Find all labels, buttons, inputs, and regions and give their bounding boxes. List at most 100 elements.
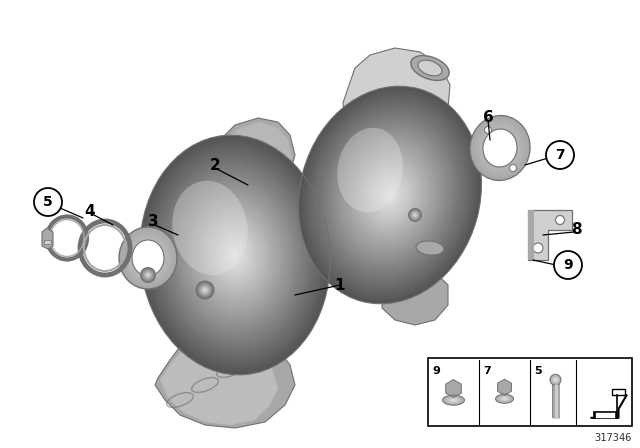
Ellipse shape <box>494 142 506 155</box>
Ellipse shape <box>484 126 492 134</box>
Ellipse shape <box>350 148 429 242</box>
Ellipse shape <box>140 249 157 267</box>
Ellipse shape <box>200 285 211 295</box>
Ellipse shape <box>314 104 466 286</box>
Ellipse shape <box>323 115 457 275</box>
Ellipse shape <box>320 112 460 278</box>
Ellipse shape <box>335 130 445 260</box>
Text: 2: 2 <box>210 158 220 172</box>
Ellipse shape <box>449 398 458 402</box>
Ellipse shape <box>143 138 328 371</box>
Ellipse shape <box>146 273 150 277</box>
Ellipse shape <box>326 119 454 271</box>
Ellipse shape <box>200 211 270 300</box>
Ellipse shape <box>144 271 152 279</box>
Ellipse shape <box>172 181 248 275</box>
Ellipse shape <box>119 227 177 289</box>
Ellipse shape <box>480 126 520 170</box>
Ellipse shape <box>198 283 212 297</box>
Ellipse shape <box>372 173 408 217</box>
Ellipse shape <box>170 173 300 337</box>
Ellipse shape <box>482 129 518 168</box>
Ellipse shape <box>213 228 257 282</box>
Ellipse shape <box>138 247 158 269</box>
Ellipse shape <box>202 287 208 293</box>
Ellipse shape <box>411 56 449 80</box>
Ellipse shape <box>502 398 506 400</box>
Ellipse shape <box>553 377 558 383</box>
Ellipse shape <box>483 129 517 167</box>
Ellipse shape <box>167 169 303 340</box>
Ellipse shape <box>203 288 207 292</box>
Ellipse shape <box>444 396 463 405</box>
Ellipse shape <box>317 108 463 282</box>
Ellipse shape <box>533 243 543 253</box>
Ellipse shape <box>495 394 513 403</box>
Ellipse shape <box>194 204 276 306</box>
Ellipse shape <box>550 375 560 384</box>
Ellipse shape <box>142 252 154 264</box>
Ellipse shape <box>365 166 414 224</box>
Ellipse shape <box>161 163 308 348</box>
Ellipse shape <box>227 245 243 265</box>
Ellipse shape <box>413 213 417 217</box>
Ellipse shape <box>496 144 504 152</box>
Ellipse shape <box>136 246 159 271</box>
Ellipse shape <box>353 151 427 238</box>
Ellipse shape <box>341 137 439 253</box>
Ellipse shape <box>492 139 508 157</box>
Ellipse shape <box>189 197 281 313</box>
Bar <box>428 358 632 426</box>
Ellipse shape <box>125 233 172 283</box>
Ellipse shape <box>369 170 412 220</box>
Ellipse shape <box>208 221 262 289</box>
Ellipse shape <box>183 190 287 320</box>
Ellipse shape <box>122 230 174 286</box>
Ellipse shape <box>178 183 292 327</box>
Text: 4: 4 <box>84 204 95 220</box>
Ellipse shape <box>221 238 248 272</box>
Ellipse shape <box>120 228 175 288</box>
Ellipse shape <box>502 397 507 400</box>
Ellipse shape <box>329 122 451 267</box>
Polygon shape <box>42 228 53 249</box>
Polygon shape <box>188 118 295 215</box>
Ellipse shape <box>147 256 150 259</box>
Ellipse shape <box>337 128 403 212</box>
Ellipse shape <box>199 284 211 296</box>
Ellipse shape <box>490 137 510 159</box>
Ellipse shape <box>175 180 295 330</box>
Ellipse shape <box>311 101 469 289</box>
Ellipse shape <box>418 60 442 76</box>
Ellipse shape <box>375 177 405 213</box>
Ellipse shape <box>504 398 506 399</box>
Ellipse shape <box>197 207 273 303</box>
Ellipse shape <box>498 396 511 402</box>
Ellipse shape <box>132 241 164 275</box>
Polygon shape <box>160 335 278 425</box>
Ellipse shape <box>478 124 522 172</box>
Ellipse shape <box>196 282 213 298</box>
Ellipse shape <box>332 126 448 264</box>
Ellipse shape <box>384 188 396 202</box>
Ellipse shape <box>498 146 502 150</box>
Text: 9: 9 <box>432 366 440 376</box>
Ellipse shape <box>172 176 298 334</box>
Ellipse shape <box>202 214 268 296</box>
Ellipse shape <box>451 399 456 401</box>
Ellipse shape <box>145 272 151 278</box>
Ellipse shape <box>200 285 209 294</box>
Ellipse shape <box>413 214 417 216</box>
Ellipse shape <box>356 155 424 235</box>
Ellipse shape <box>414 214 416 215</box>
Ellipse shape <box>442 395 465 405</box>
Ellipse shape <box>378 181 402 210</box>
Ellipse shape <box>128 236 168 280</box>
Ellipse shape <box>476 122 524 174</box>
Ellipse shape <box>301 90 479 300</box>
Ellipse shape <box>447 397 460 403</box>
Polygon shape <box>343 48 450 148</box>
Ellipse shape <box>556 215 564 224</box>
Polygon shape <box>382 268 448 325</box>
Ellipse shape <box>142 269 154 281</box>
